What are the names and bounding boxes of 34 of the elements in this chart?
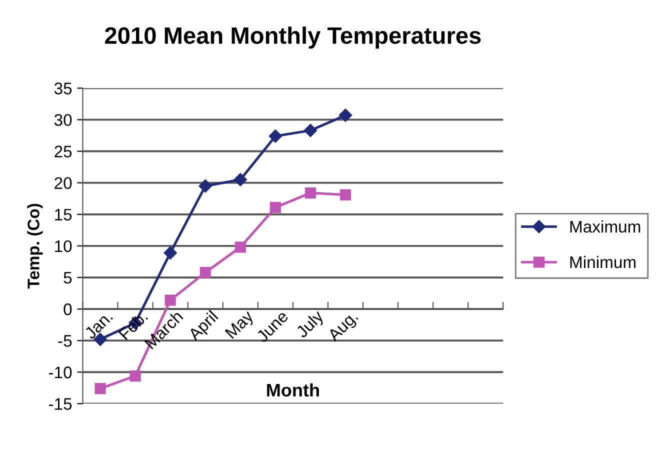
point bbox=[270, 202, 281, 213]
y-tick-label: 0 bbox=[64, 303, 72, 316]
legend-label: Maximum bbox=[570, 220, 640, 233]
point bbox=[164, 246, 177, 260]
x-tick-label: Jan. bbox=[84, 310, 114, 340]
chart-title: 2010 Mean Monthly Temperatures bbox=[105, 26, 481, 49]
y-axis-title: Temp. (Co) bbox=[27, 204, 43, 289]
point bbox=[340, 189, 352, 200]
legend-label: Minimum bbox=[570, 256, 636, 268]
point bbox=[338, 108, 352, 122]
point bbox=[268, 130, 282, 143]
point bbox=[198, 179, 212, 193]
y-tick-label: 30 bbox=[54, 114, 72, 126]
y-tick-label: -10 bbox=[48, 366, 72, 378]
y-tick-label: -15 bbox=[48, 398, 72, 410]
point bbox=[234, 173, 247, 186]
y-tick-label: 10 bbox=[55, 240, 72, 252]
x-axis-title: Month bbox=[267, 383, 319, 397]
point bbox=[130, 370, 141, 382]
point bbox=[94, 382, 106, 394]
point bbox=[304, 124, 318, 138]
x-tick-label: July bbox=[294, 309, 327, 341]
y-tick-label: -5 bbox=[58, 335, 72, 347]
y-tick-label: 20 bbox=[54, 177, 72, 190]
point bbox=[234, 242, 246, 253]
y-tick-label: 15 bbox=[55, 208, 72, 221]
point bbox=[200, 266, 211, 278]
x-tick-label: Aug. bbox=[326, 310, 361, 344]
x-tick-label: May bbox=[224, 309, 257, 342]
point bbox=[304, 187, 316, 198]
y-tick-label: 25 bbox=[54, 146, 72, 158]
y-tick-label: 5 bbox=[64, 272, 72, 284]
point bbox=[164, 294, 176, 306]
y-tick-label: 35 bbox=[54, 82, 72, 94]
